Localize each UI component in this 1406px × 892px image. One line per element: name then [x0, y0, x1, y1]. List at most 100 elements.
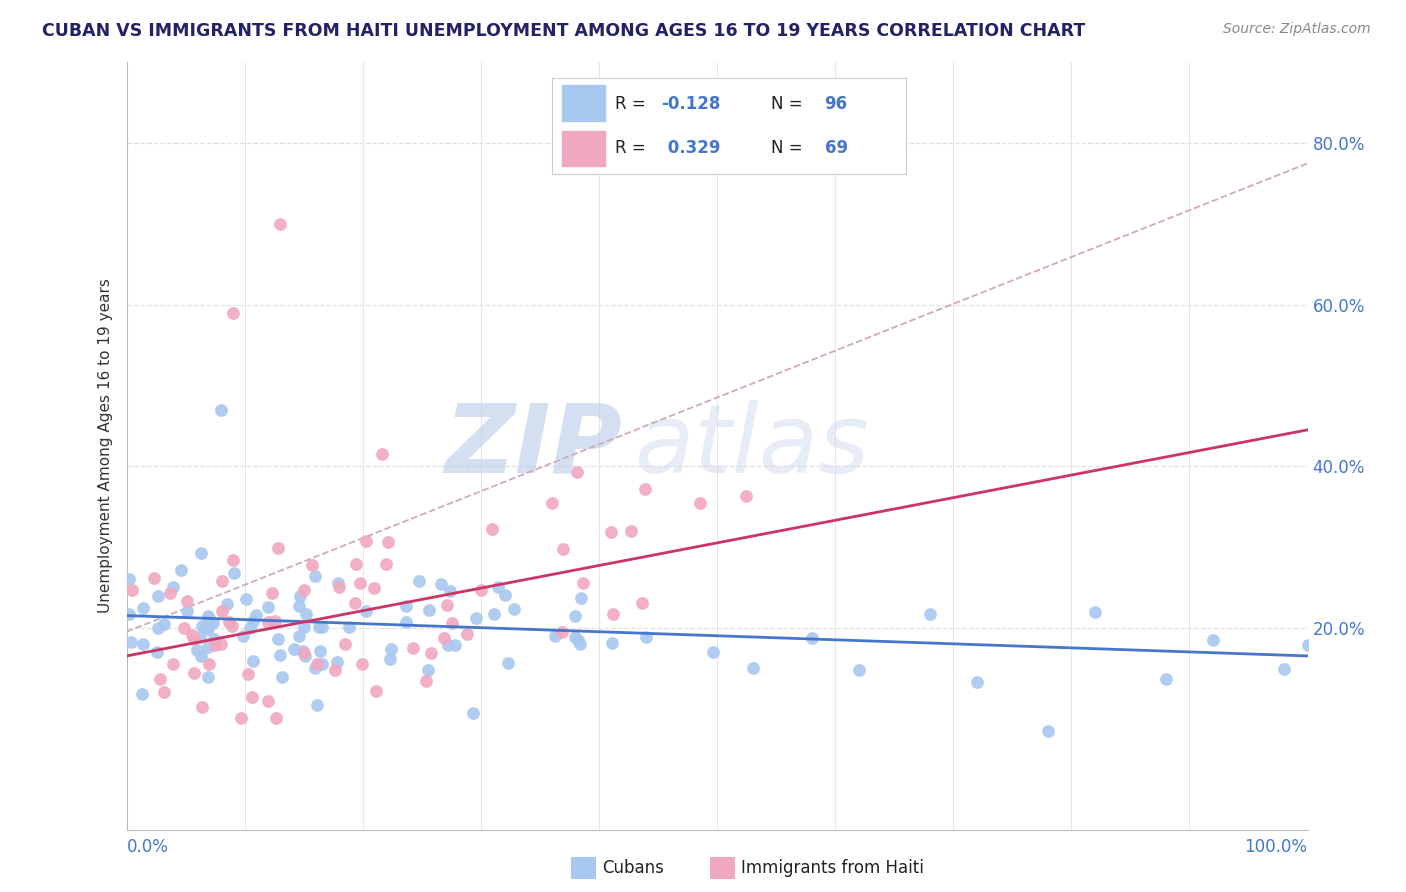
Point [269, 648, 291, 663]
Point [183, 666, 205, 681]
Point [568, 637, 591, 651]
Point [408, 574, 430, 588]
Point [204, 632, 226, 647]
Point [966, 674, 988, 689]
Point [395, 599, 418, 613]
Point [260, 585, 283, 599]
Point [344, 597, 367, 611]
Point [169, 563, 191, 577]
Point [311, 657, 333, 671]
Point [117, 572, 139, 586]
Point [326, 655, 349, 669]
Point [564, 609, 586, 624]
Point [433, 631, 456, 645]
Point [162, 657, 184, 671]
Point [257, 599, 280, 614]
Point [146, 590, 169, 604]
Point [1272, 662, 1295, 676]
Point [197, 640, 219, 654]
Point [197, 670, 219, 684]
Point [689, 496, 711, 510]
Point [461, 706, 484, 720]
Point [418, 603, 440, 617]
Point [294, 619, 316, 633]
Point [564, 630, 586, 644]
Point [264, 711, 287, 725]
Point [439, 583, 461, 598]
Point [371, 447, 394, 461]
Point [197, 622, 219, 636]
Point [222, 553, 245, 567]
Point [245, 607, 267, 622]
Point [1154, 672, 1177, 686]
Point [242, 654, 264, 668]
Point [143, 571, 166, 585]
Point [380, 652, 402, 666]
Point [294, 648, 316, 663]
Text: 0.0%: 0.0% [127, 838, 169, 855]
Point [204, 638, 226, 652]
Point [742, 661, 765, 675]
Point [149, 673, 172, 687]
Point [269, 217, 291, 231]
Point [173, 621, 195, 635]
Point [159, 586, 181, 600]
Point [354, 604, 377, 618]
Point [121, 582, 143, 597]
Point [186, 642, 208, 657]
Point [702, 644, 724, 658]
Point [256, 615, 278, 629]
Point [288, 589, 311, 603]
Point [294, 607, 316, 621]
Point [800, 631, 823, 645]
Point [620, 524, 643, 538]
Point [311, 620, 333, 634]
Text: 100.0%: 100.0% [1244, 838, 1308, 855]
Point [482, 607, 505, 622]
Point [415, 673, 437, 688]
Point [377, 534, 399, 549]
Point [481, 522, 503, 536]
Point [416, 663, 439, 677]
Point [292, 582, 315, 597]
Point [229, 711, 252, 725]
Point [631, 596, 654, 610]
Point [565, 465, 588, 479]
Point [380, 641, 402, 656]
Point [240, 690, 263, 705]
Point [283, 641, 305, 656]
Point [634, 630, 657, 644]
Point [209, 402, 232, 417]
Text: Immigrants from Haiti: Immigrants from Haiti [741, 859, 924, 877]
Point [337, 620, 360, 634]
Point [131, 687, 153, 701]
Point [344, 558, 367, 572]
Point [176, 604, 198, 618]
Point [600, 636, 623, 650]
Point [217, 597, 239, 611]
Point [146, 621, 169, 635]
Point [328, 580, 350, 594]
Point [634, 482, 657, 496]
Point [551, 625, 574, 640]
Point [354, 533, 377, 548]
Point [222, 306, 245, 320]
Point [132, 637, 155, 651]
Point [267, 541, 290, 555]
Point [402, 640, 425, 655]
Point [420, 646, 443, 660]
Point [153, 685, 176, 699]
Point [264, 614, 287, 628]
Point [600, 524, 623, 539]
Point [309, 644, 332, 658]
Point [470, 583, 492, 598]
Text: Cubans: Cubans [602, 859, 664, 877]
Point [288, 629, 311, 643]
Point [494, 589, 516, 603]
Point [211, 604, 233, 618]
Point [436, 598, 458, 612]
Point [270, 670, 292, 684]
Point [541, 496, 564, 510]
Point [232, 628, 254, 642]
Text: atlas: atlas [634, 400, 869, 492]
